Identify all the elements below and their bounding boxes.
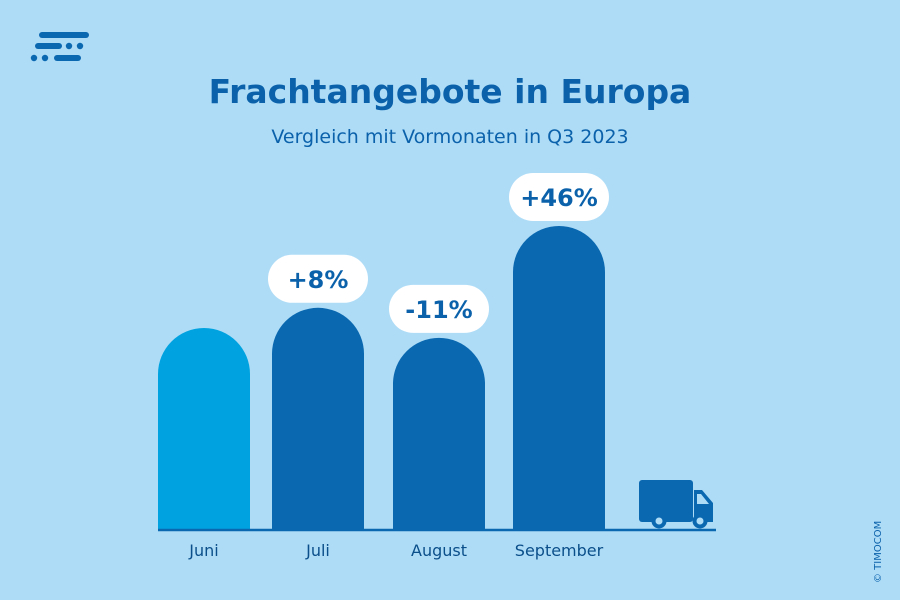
copyright: © TIMOCOM	[873, 520, 884, 583]
x-tick-label: September	[515, 541, 604, 560]
bar-juni	[158, 328, 250, 530]
data-label: +46%	[520, 184, 598, 212]
bar-september	[513, 226, 605, 530]
data-label: +8%	[288, 266, 349, 294]
chart-title: Frachtangebote in Europa	[208, 72, 692, 111]
bar-juli	[272, 307, 364, 530]
timocom-logo-icon	[30, 32, 89, 62]
data-label-pill	[509, 173, 609, 221]
data-label: -11%	[405, 296, 472, 324]
chart-subtitle: Vergleich mit Vormonaten in Q3 2023	[271, 126, 629, 148]
x-tick-label: Juli	[305, 541, 330, 560]
bar-august	[393, 337, 485, 530]
x-tick-label: Juni	[188, 541, 218, 560]
x-tick-label: August	[411, 541, 467, 560]
data-label-pill	[268, 254, 368, 303]
truck-icon	[639, 480, 713, 529]
data-label-pill	[389, 284, 489, 333]
